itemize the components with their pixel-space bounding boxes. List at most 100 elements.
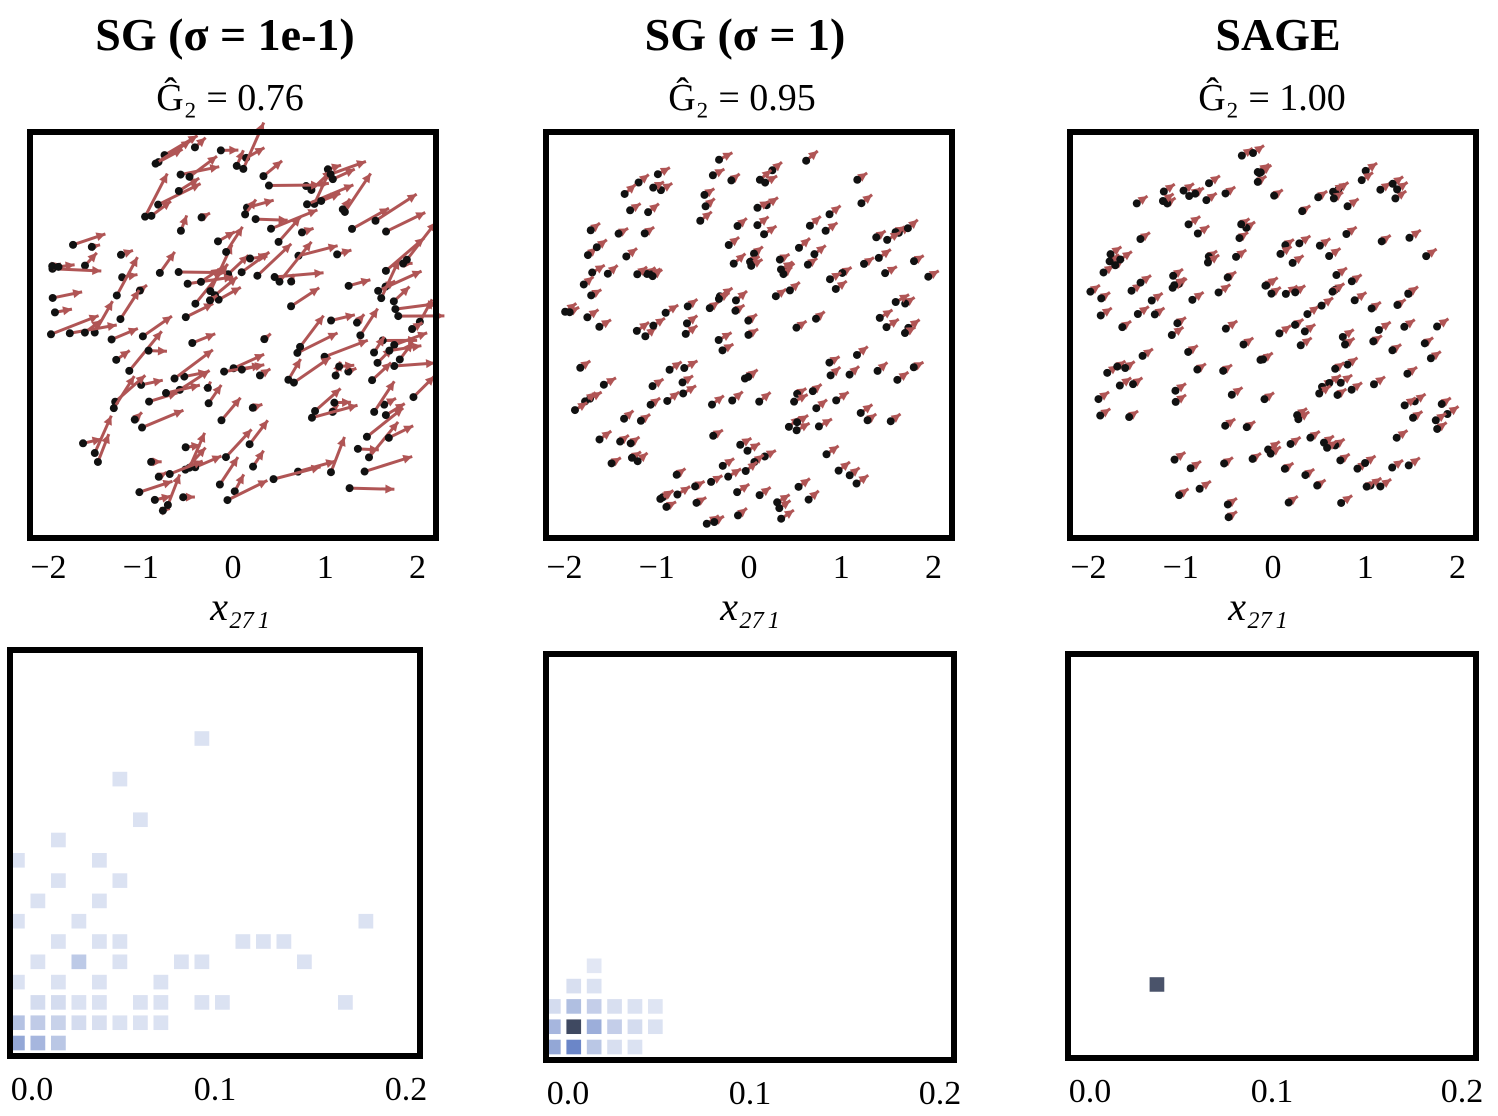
arrow-head (1342, 374, 1353, 384)
plot-frame (27, 129, 439, 541)
data-point (852, 479, 861, 488)
arrow-head (1200, 481, 1211, 490)
arrow-head (162, 479, 173, 489)
data-point (1170, 455, 1179, 464)
arrow-head (1101, 307, 1112, 317)
data-point (1422, 252, 1431, 261)
data-point (1175, 491, 1184, 500)
data-point (812, 404, 821, 413)
heatmap-cell (51, 873, 66, 888)
data-point (641, 332, 650, 341)
data-point (1404, 461, 1413, 470)
arrow-head (1232, 387, 1243, 397)
arrow-head (1348, 198, 1359, 208)
data-point (632, 326, 641, 335)
heatmap-cell (586, 978, 602, 994)
arrow-head (190, 382, 200, 392)
data-point (130, 415, 139, 424)
data-point (760, 230, 769, 239)
data-point (311, 407, 320, 416)
data-point (811, 314, 820, 323)
data-point (891, 298, 900, 307)
data-point (1115, 381, 1124, 390)
data-point (179, 493, 188, 502)
data-point (222, 247, 231, 256)
data-point (1275, 329, 1284, 338)
arrow-head (814, 311, 825, 321)
data-point (217, 416, 226, 425)
arrow-head (1152, 293, 1163, 302)
arrow-head (659, 167, 670, 176)
arrow-head (211, 455, 222, 464)
arrow-head (654, 318, 665, 327)
data-point (1097, 294, 1106, 303)
data-point (1328, 287, 1337, 296)
arrow-head (417, 331, 428, 341)
data-point (154, 200, 163, 209)
arrow-head (1323, 435, 1334, 445)
arrow-head (195, 137, 206, 148)
arrow-head (1262, 352, 1273, 362)
heatmap-cell (276, 934, 292, 949)
arrow-head (378, 208, 389, 217)
data-point (345, 484, 354, 493)
arrow-head (857, 172, 868, 182)
arrow-head (644, 227, 655, 236)
data-point (1301, 471, 1310, 480)
arrow-head (1346, 227, 1357, 236)
data-point (607, 459, 616, 468)
data-point (109, 404, 118, 413)
data-point (1431, 416, 1440, 425)
data-point (1223, 500, 1232, 509)
arrow-head (714, 169, 725, 178)
heatmap-cell (338, 995, 353, 1010)
arrow-head (1323, 297, 1334, 307)
data-point (232, 161, 241, 170)
data-point (792, 323, 801, 332)
data-point (1376, 482, 1385, 491)
heatmap-cell (30, 1035, 46, 1051)
data-point (205, 296, 214, 305)
data-point (1235, 234, 1244, 243)
arrow-head (1254, 145, 1265, 155)
heatmap-cell (566, 978, 582, 994)
arrow-head (196, 432, 206, 443)
data-point (900, 329, 909, 338)
arrow-head (1243, 337, 1254, 347)
arrow-head (185, 492, 195, 502)
arrow-head (173, 409, 184, 418)
arrow-head (789, 282, 800, 292)
data-point (715, 155, 724, 164)
arrow-head (1397, 182, 1408, 192)
arrow-head (640, 414, 651, 424)
arrow-head (1178, 488, 1189, 498)
data-point (1248, 149, 1257, 158)
data-point (1121, 364, 1130, 373)
data-point (771, 292, 780, 301)
data-point (1118, 323, 1127, 332)
arrow-head (772, 162, 782, 172)
heatmap-cell (112, 1015, 128, 1031)
arrow-head (752, 246, 763, 256)
arrow-head (1227, 320, 1238, 330)
data-point (1266, 449, 1275, 458)
arrow-head (1121, 321, 1132, 330)
arrow-head (1370, 302, 1381, 311)
arrow-head (646, 327, 656, 337)
data-point (1227, 390, 1236, 399)
arrow-head (344, 168, 355, 177)
arrow-head (662, 183, 673, 192)
heatmap-cell (112, 934, 128, 949)
arrow-head (319, 179, 329, 189)
data-point (181, 313, 190, 322)
data-point (1298, 207, 1307, 216)
data-point (1361, 459, 1370, 468)
data-point (1433, 322, 1442, 331)
arrow-head (1393, 176, 1404, 186)
arrow-head (588, 309, 599, 319)
arrow-head (309, 287, 320, 297)
data-point (744, 372, 753, 381)
arrow-head (399, 286, 410, 297)
data-point (794, 482, 803, 491)
arrow-head (180, 140, 191, 150)
